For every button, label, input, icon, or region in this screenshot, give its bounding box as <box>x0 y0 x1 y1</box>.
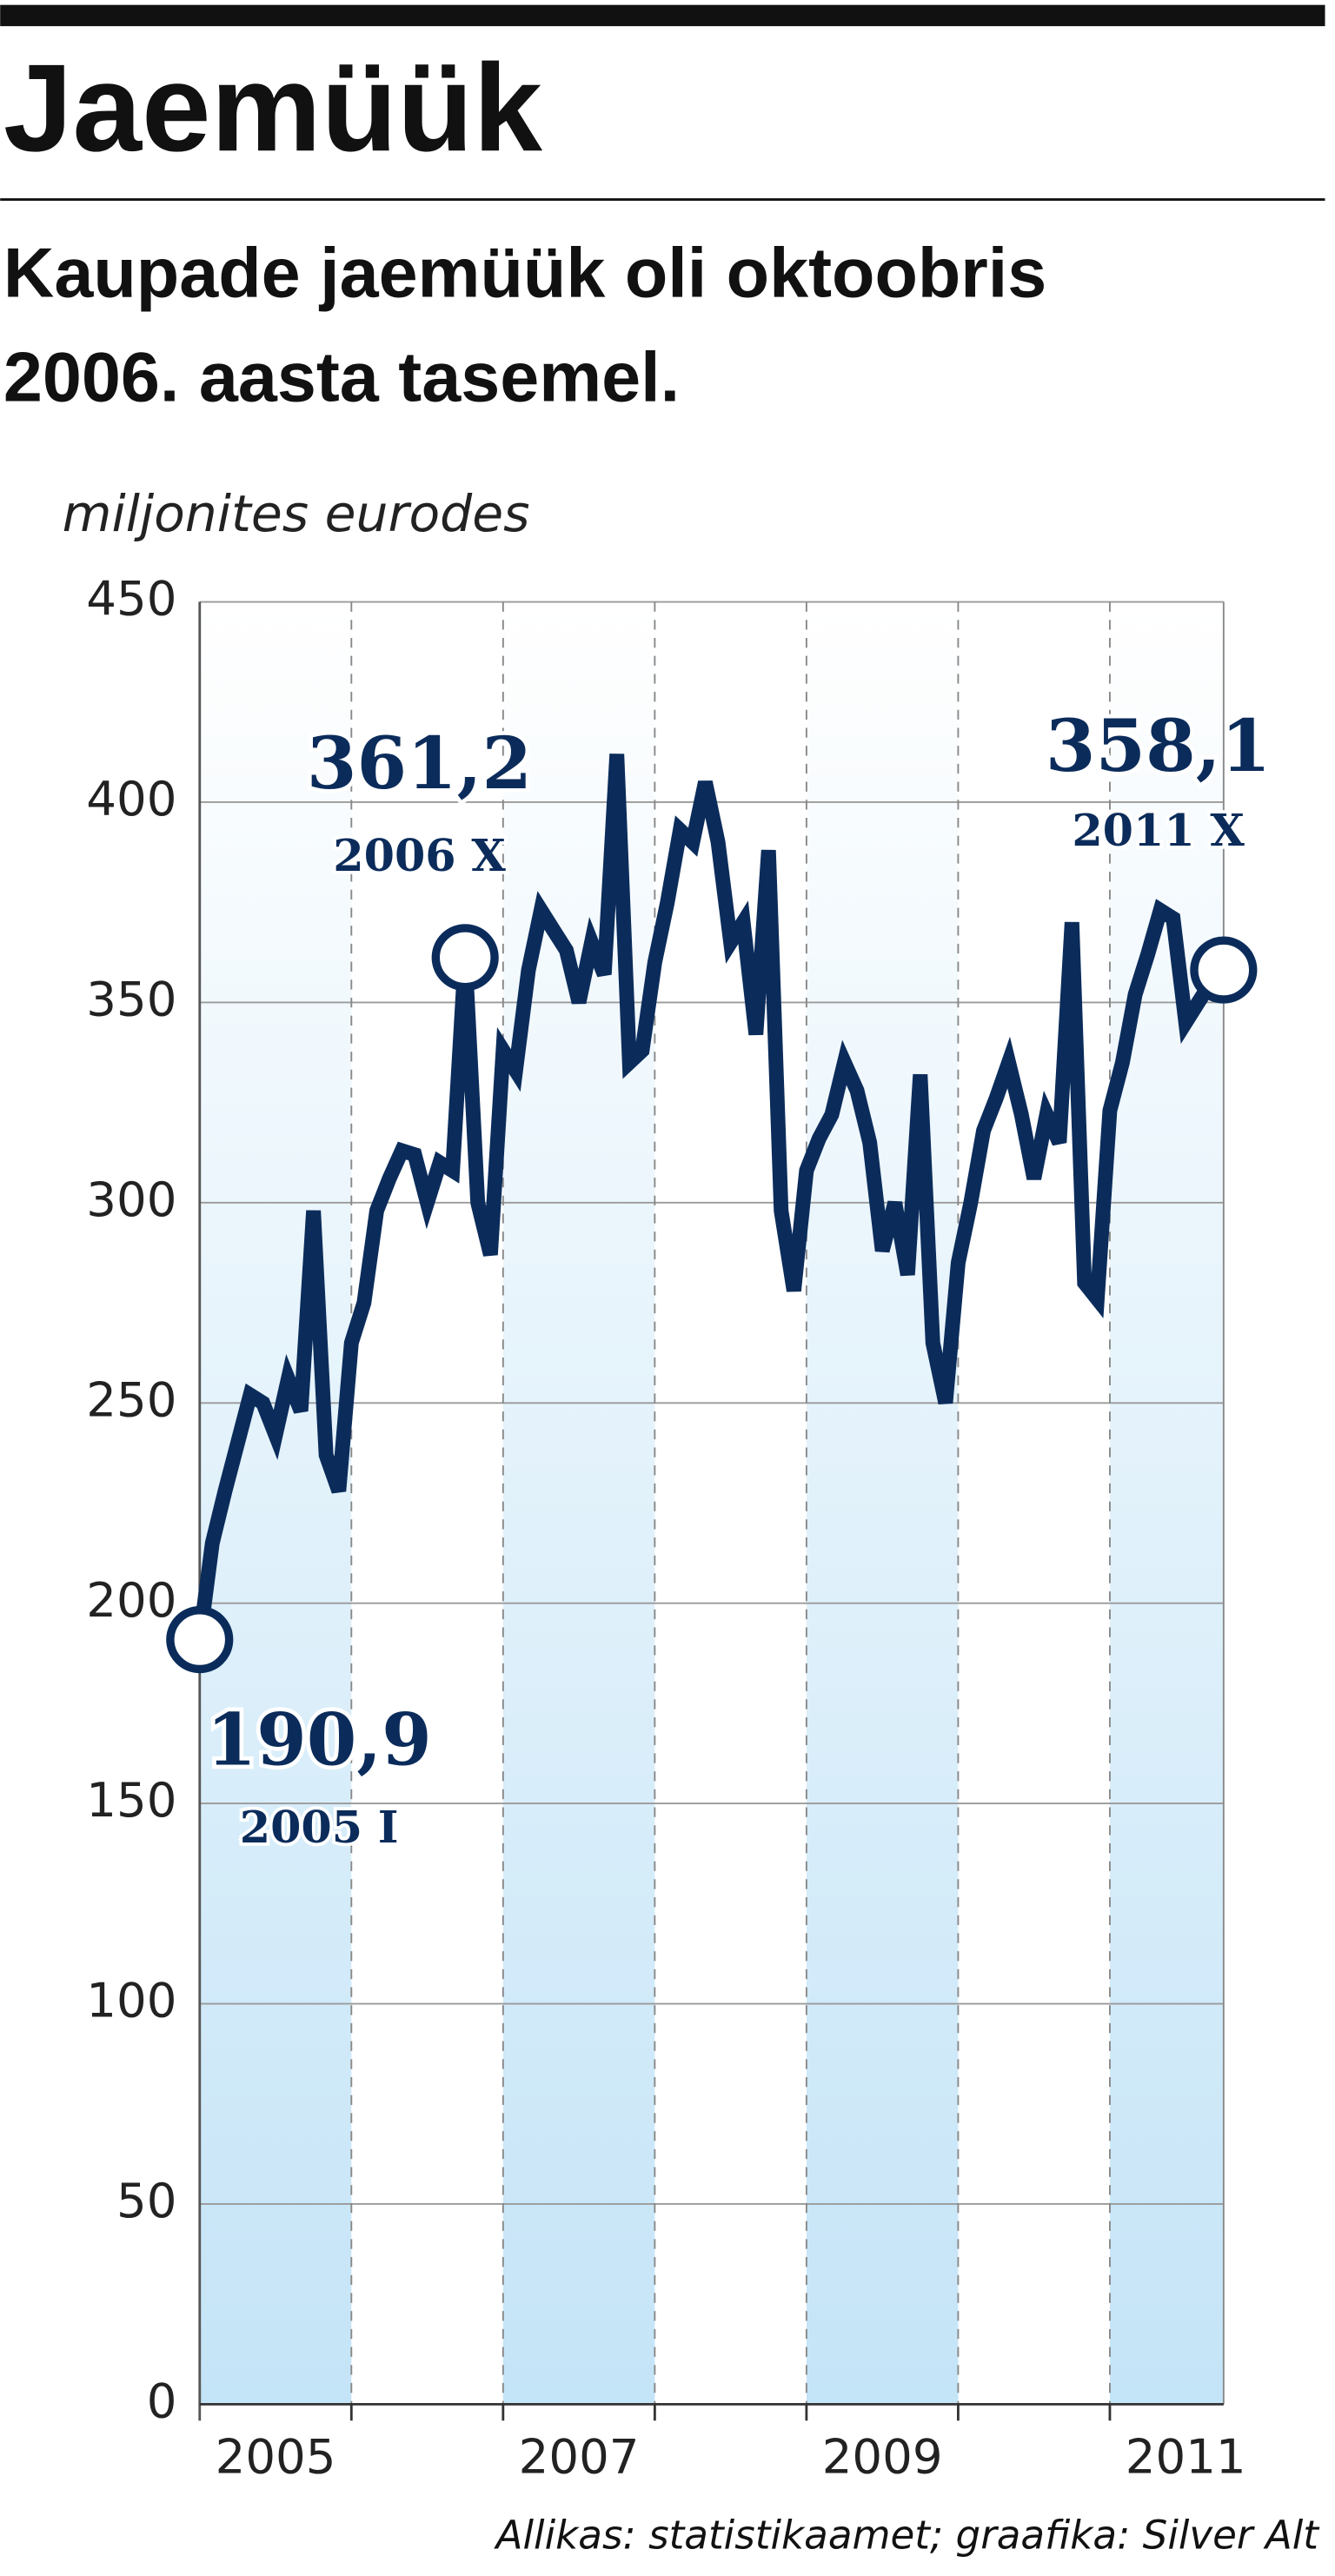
y-tick-label: 50 <box>116 2173 176 2228</box>
y-tick-label: 250 <box>86 1371 176 1427</box>
year-band <box>806 601 959 2405</box>
point-note: 2011 X <box>1072 804 1245 856</box>
subtitle: 2006. aasta tasemel. <box>3 339 680 417</box>
x-tick-label: 2005 <box>216 2429 336 2485</box>
y-tick-label: 100 <box>86 1973 176 2028</box>
point-note: 2005 I <box>240 1801 399 1853</box>
point-note: 2006 X <box>333 829 506 881</box>
highlight-point <box>431 924 499 992</box>
value-label: 361,2 <box>307 720 532 806</box>
year-band <box>502 601 655 2405</box>
y-tick-label: 300 <box>86 1172 176 1227</box>
y-tick-label: 450 <box>86 571 176 627</box>
highlight-point <box>1190 936 1258 1004</box>
y-tick-label: 0 <box>147 2374 177 2429</box>
value-label: 190,9 <box>207 1696 432 1782</box>
subtitle: Kaupade jaemüük oli oktoobris <box>3 234 1046 312</box>
value-label: 358,1 <box>1046 703 1271 788</box>
top-bar <box>0 4 1325 27</box>
x-tick-label: 2009 <box>822 2429 943 2485</box>
y-tick-label: 350 <box>86 972 176 1027</box>
chart-title: Jaemüük <box>3 39 542 177</box>
source: Allikas: statistikaamet; graafika: Silve… <box>494 2513 1321 2559</box>
y-tick-label: 150 <box>86 1772 176 1828</box>
x-tick-label: 2007 <box>519 2429 640 2485</box>
highlight-point <box>166 1606 234 1674</box>
y-tick-label: 200 <box>86 1572 176 1628</box>
series-line <box>192 754 1229 1641</box>
y-tick-label: 400 <box>86 771 176 827</box>
x-tick-label: 2011 <box>1126 2429 1246 2485</box>
y-axis-label: miljonites eurodes <box>63 484 530 543</box>
year-band <box>1109 601 1224 2405</box>
